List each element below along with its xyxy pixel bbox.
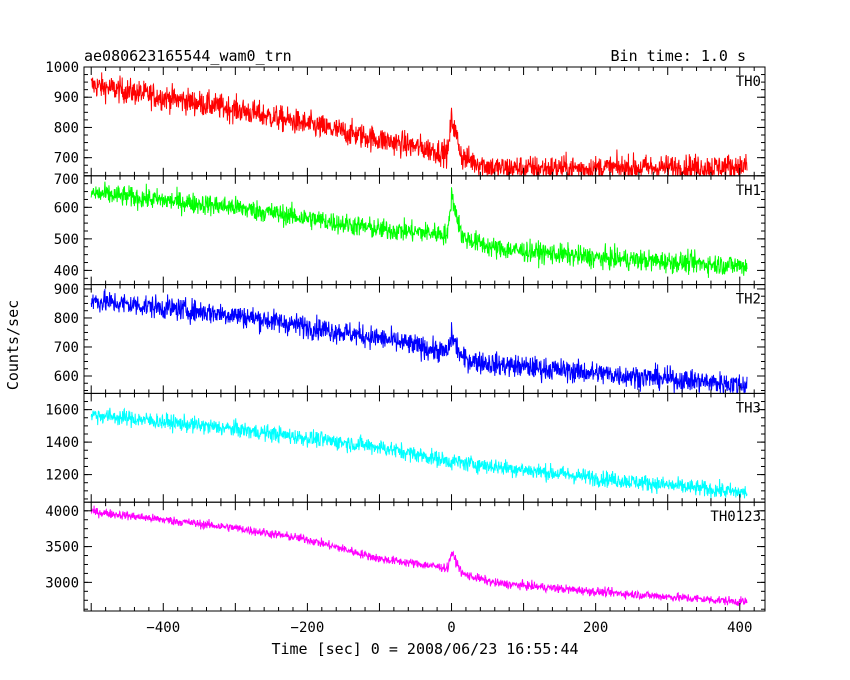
y-tick-label: 700 (54, 151, 79, 167)
y-tick-label: 700 (54, 172, 79, 188)
series-line-th0123 (90, 505, 748, 606)
panel-label: TH1 (736, 183, 761, 199)
bin-time-label: Bin time: 1.0 s (611, 47, 746, 65)
x-tick-label: 400 (727, 620, 752, 636)
y-tick-label: 700 (54, 340, 79, 356)
y-tick-label: 900 (54, 90, 79, 106)
series-line-th3 (90, 407, 748, 500)
y-axis-title: Counts/sec (4, 300, 22, 390)
panel-label: TH3 (736, 400, 761, 416)
panels-group: 700 800 900 1000 TH0 400 500 600 700 TH1 600 700 800… (45, 60, 766, 636)
y-tick-label: 800 (54, 311, 79, 327)
panel-label: TH0123 (710, 509, 761, 525)
panel-label: TH2 (736, 292, 761, 308)
y-tick-label: 900 (54, 282, 79, 298)
y-tick-label: 1000 (45, 60, 79, 76)
y-tick-label: 1400 (45, 435, 79, 451)
x-tick-label: 200 (583, 620, 608, 636)
panel-th0123: 3000 3500 4000 TH0123 (45, 501, 766, 612)
panel-frame (83, 66, 766, 177)
panel-th1: 400 500 600 700 TH1 (54, 172, 766, 286)
series-line-th0 (90, 72, 748, 176)
panel-frame (83, 501, 766, 612)
series-line-th1 (90, 181, 748, 278)
y-tick-label: 800 (54, 120, 79, 136)
x-tick-label: −400 (146, 620, 180, 636)
x-tick-label: −200 (291, 620, 325, 636)
panel-th3: 1200 1400 1600 TH3 (45, 392, 766, 503)
y-tick-label: 3000 (45, 575, 79, 591)
panel-th2: 600 700 800 900 TH2 (54, 282, 766, 394)
y-tick-label: 3500 (45, 540, 79, 556)
y-tick-label: 1200 (45, 468, 79, 484)
y-tick-label: 4000 (45, 504, 79, 520)
x-tick-label: 0 (447, 620, 455, 636)
y-tick-label: 400 (54, 263, 79, 279)
x-axis-title: Time [sec] 0 = 2008/06/23 16:55:44 (271, 640, 578, 658)
y-tick-label: 600 (54, 369, 79, 385)
series-line-th2 (90, 288, 748, 394)
panel-th0: 700 800 900 1000 TH0 (45, 60, 766, 177)
chart-title: ae080623165544_wam0_trn (84, 47, 292, 65)
y-tick-label: 600 (54, 200, 79, 216)
y-tick-label: 500 (54, 232, 79, 248)
panel-label: TH0 (736, 74, 761, 90)
y-tick-label: 1600 (45, 403, 79, 419)
